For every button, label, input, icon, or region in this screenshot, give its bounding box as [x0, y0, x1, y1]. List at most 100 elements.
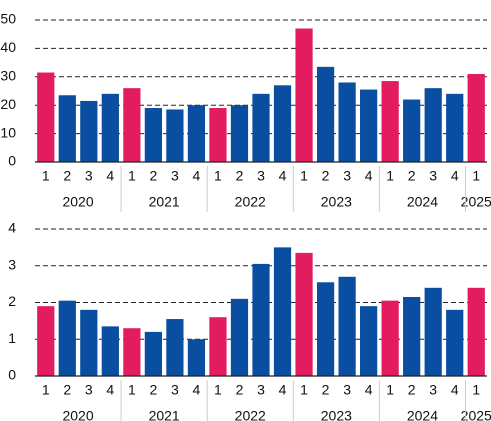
y-tick-label: 4 [8, 220, 16, 236]
bar [381, 300, 399, 376]
x-tick-label: 3 [343, 382, 351, 398]
x-tick-label: 3 [171, 382, 179, 398]
x-tick-label: 3 [171, 168, 179, 184]
bar [58, 95, 76, 162]
x-group-label: 2022 [235, 194, 266, 210]
x-tick-label: 1 [472, 168, 480, 184]
x-tick-label: 4 [279, 382, 287, 398]
bar [338, 82, 356, 162]
bar [37, 306, 55, 376]
x-group-label: 2025 [461, 408, 491, 421]
bar [252, 93, 270, 162]
bar [316, 282, 335, 376]
bar [316, 66, 335, 162]
x-tick-label: 3 [257, 168, 265, 184]
bar [467, 73, 485, 162]
x-group-label: 2024 [407, 194, 438, 210]
bar [338, 276, 356, 376]
x-group-label: 2021 [149, 194, 180, 210]
y-tick-label: 30 [0, 68, 16, 84]
bar [360, 306, 378, 376]
bar [230, 105, 249, 162]
x-group-label: 2024 [407, 408, 438, 421]
x-tick-label: 4 [106, 168, 114, 184]
bar [101, 326, 119, 376]
bar [273, 247, 292, 376]
y-tick-label: 10 [0, 124, 16, 140]
x-tick-label: 2 [322, 382, 330, 398]
bar [403, 296, 421, 376]
bar [446, 309, 464, 376]
bar [424, 88, 442, 162]
y-tick-label: 2 [8, 293, 16, 309]
x-tick-label: 1 [300, 168, 308, 184]
x-tick-label: 3 [257, 382, 265, 398]
x-tick-label: 1 [128, 168, 136, 184]
bar [273, 85, 292, 162]
bar [37, 72, 55, 162]
bar [403, 99, 421, 162]
x-tick-label: 2 [408, 382, 416, 398]
x-tick-label: 2 [236, 168, 244, 184]
x-tick-label: 1 [128, 382, 136, 398]
x-group-label: 2023 [321, 408, 352, 421]
x-tick-label: 2 [63, 382, 71, 398]
x-tick-label: 3 [429, 382, 437, 398]
x-tick-label: 1 [42, 382, 50, 398]
bar [101, 93, 119, 162]
y-tick-label: 0 [8, 153, 16, 169]
x-group-label: 2023 [321, 194, 352, 210]
y-tick-label: 0 [8, 367, 16, 383]
x-tick-label: 4 [193, 382, 201, 398]
x-tick-label: 1 [386, 168, 394, 184]
x-tick-label: 4 [365, 168, 373, 184]
bar [58, 300, 76, 376]
bar [144, 108, 162, 162]
x-tick-label: 2 [149, 168, 157, 184]
x-tick-label: 4 [193, 168, 201, 184]
bar [209, 317, 227, 376]
x-tick-label: 4 [451, 168, 459, 184]
x-group-label: 2020 [62, 194, 93, 210]
x-tick-label: 4 [279, 168, 287, 184]
bar [123, 328, 141, 376]
x-tick-label: 2 [322, 168, 330, 184]
bar [187, 339, 206, 376]
x-tick-label: 3 [343, 168, 351, 184]
x-tick-label: 1 [214, 168, 222, 184]
x-group-label: 2020 [62, 408, 93, 421]
x-group-label: 2025 [461, 194, 491, 210]
bar [230, 298, 249, 376]
bar [123, 88, 141, 162]
bar [295, 28, 313, 162]
bar [360, 89, 378, 162]
x-tick-label: 1 [472, 382, 480, 398]
x-tick-label: 3 [429, 168, 437, 184]
bar [424, 287, 442, 376]
x-tick-label: 1 [300, 382, 308, 398]
x-tick-label: 2 [149, 382, 157, 398]
y-tick-label: 1 [8, 330, 16, 346]
bar [144, 331, 162, 376]
y-tick-label: 40 [0, 39, 16, 55]
x-tick-label: 1 [42, 168, 50, 184]
x-tick-label: 1 [214, 382, 222, 398]
x-tick-label: 4 [106, 382, 114, 398]
bar [80, 100, 98, 162]
x-tick-label: 1 [386, 382, 394, 398]
bar [381, 81, 399, 162]
bar [209, 108, 227, 162]
x-tick-label: 4 [365, 382, 373, 398]
bar [166, 109, 184, 162]
bar [252, 263, 270, 376]
x-tick-label: 2 [236, 382, 244, 398]
bar [80, 309, 98, 376]
x-tick-label: 3 [85, 168, 93, 184]
bar [467, 287, 485, 376]
x-tick-label: 2 [63, 168, 71, 184]
bar [295, 252, 313, 376]
x-tick-label: 4 [451, 382, 459, 398]
bar [166, 319, 184, 376]
y-tick-label: 3 [8, 256, 16, 272]
